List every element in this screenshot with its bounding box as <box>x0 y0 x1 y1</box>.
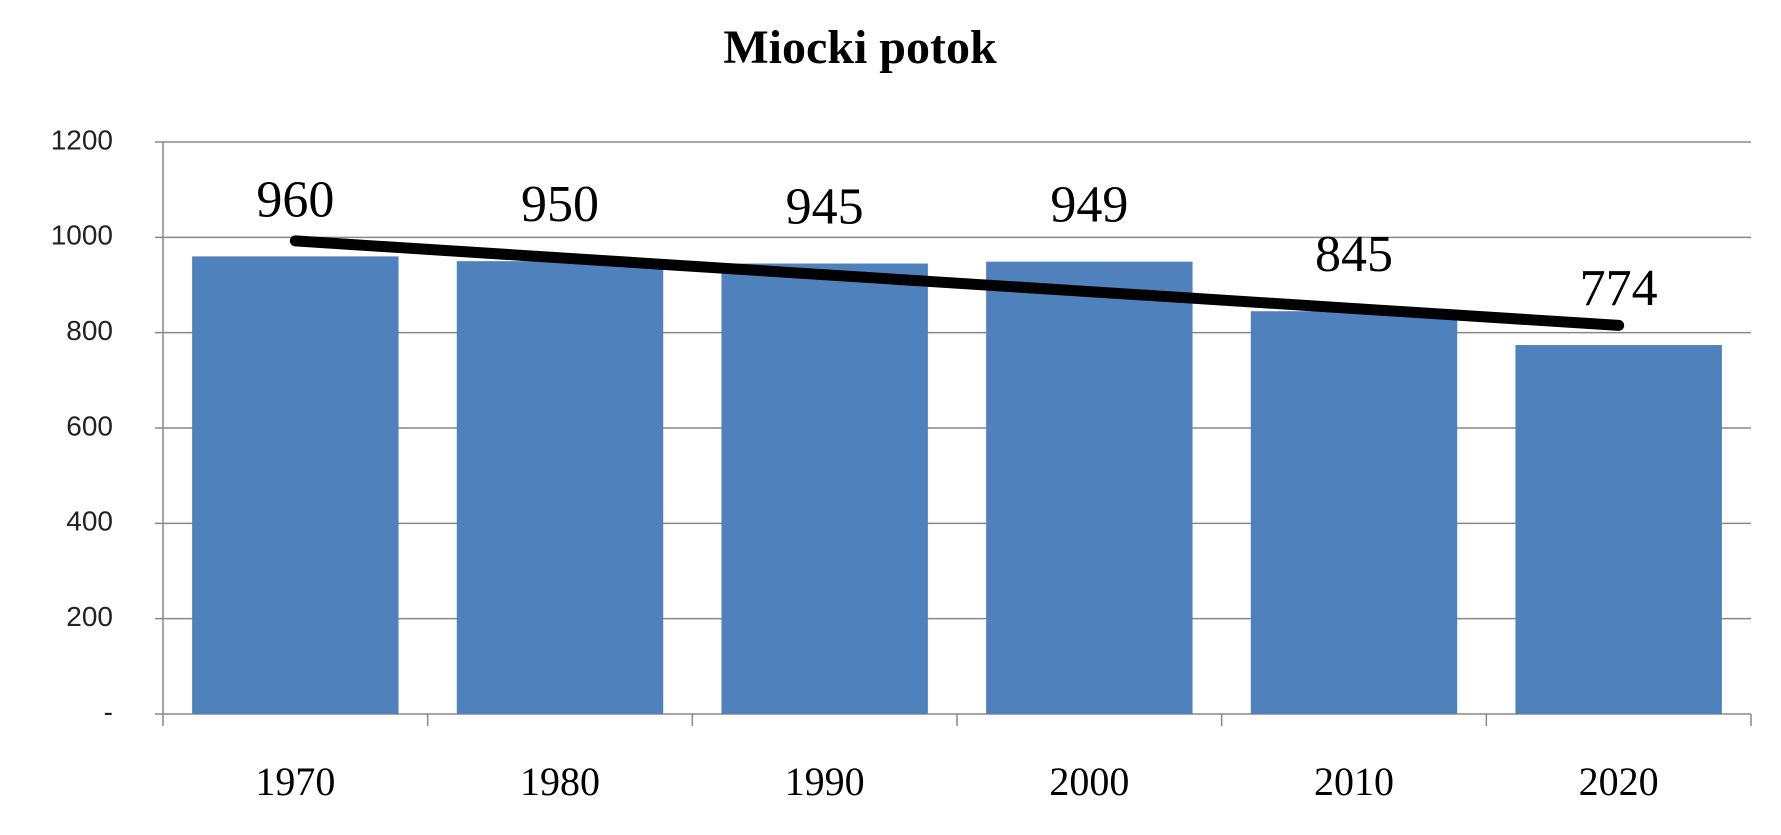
y-tick-label: 600 <box>66 410 113 441</box>
data-label: 960 <box>256 171 334 228</box>
x-tick-label: 1970 <box>255 759 335 804</box>
bar <box>1250 311 1458 714</box>
bar <box>986 261 1193 714</box>
y-tick-label: 1200 <box>51 124 113 155</box>
x-tick-label: 2020 <box>1579 759 1659 804</box>
data-label: 845 <box>1315 226 1393 283</box>
data-label: 950 <box>521 176 599 233</box>
x-tick-label: 1990 <box>785 759 865 804</box>
data-label: 774 <box>1580 260 1658 317</box>
x-tick-label: 2000 <box>1049 759 1129 804</box>
y-tick-label: 800 <box>66 315 113 346</box>
x-tick-label: 1980 <box>520 759 600 804</box>
trendline <box>289 235 1625 331</box>
y-tick-label: 200 <box>66 601 113 632</box>
x-tick-label: 2010 <box>1314 759 1394 804</box>
bar <box>192 256 399 714</box>
chart-title: Miocki potok <box>723 21 997 74</box>
y-tick-label: 400 <box>66 506 113 537</box>
data-label: 949 <box>1050 177 1128 234</box>
bar <box>721 263 928 714</box>
data-label: 945 <box>786 178 864 235</box>
y-tick-label: - <box>104 696 113 727</box>
bar <box>1515 345 1722 714</box>
bar <box>456 261 664 714</box>
y-tick-label: 1000 <box>51 220 113 251</box>
